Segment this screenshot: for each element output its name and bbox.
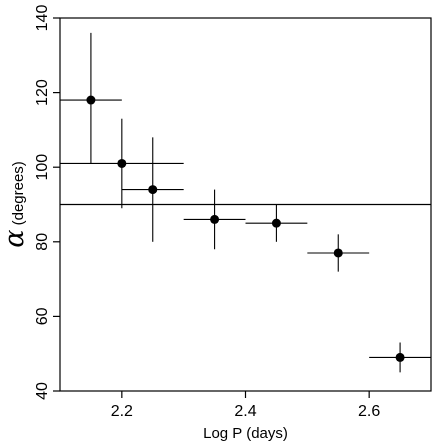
y-axis-label-symbol: α xyxy=(0,230,30,248)
y-tick-label: 120 xyxy=(34,79,51,106)
data-point xyxy=(271,218,281,228)
y-axis-label-text: (degrees) xyxy=(10,161,27,229)
x-tick-label: 2.6 xyxy=(358,403,380,420)
x-axis-label: Log P (days) xyxy=(203,425,288,442)
data-point xyxy=(395,352,405,362)
y-axis-ticks: 40 60 80 100 120 140 xyxy=(34,5,60,400)
x-tick-label: 2.4 xyxy=(234,403,256,420)
y-axis-label: α (degrees) xyxy=(0,161,30,248)
y-tick-label: 60 xyxy=(34,307,51,325)
data-points-group xyxy=(86,95,405,362)
data-point xyxy=(210,214,220,224)
data-point xyxy=(333,248,343,258)
y-tick-label: 100 xyxy=(34,154,51,181)
data-point xyxy=(148,185,158,195)
x-axis-ticks: 2.2 2.4 2.6 xyxy=(111,391,380,420)
data-point xyxy=(86,95,96,105)
error-bars-group xyxy=(60,32,431,373)
x-tick-label: 2.2 xyxy=(111,403,133,420)
data-point xyxy=(117,158,127,168)
y-tick-label: 80 xyxy=(34,233,51,251)
y-tick-label: 40 xyxy=(34,382,51,400)
y-tick-label: 140 xyxy=(34,5,51,32)
